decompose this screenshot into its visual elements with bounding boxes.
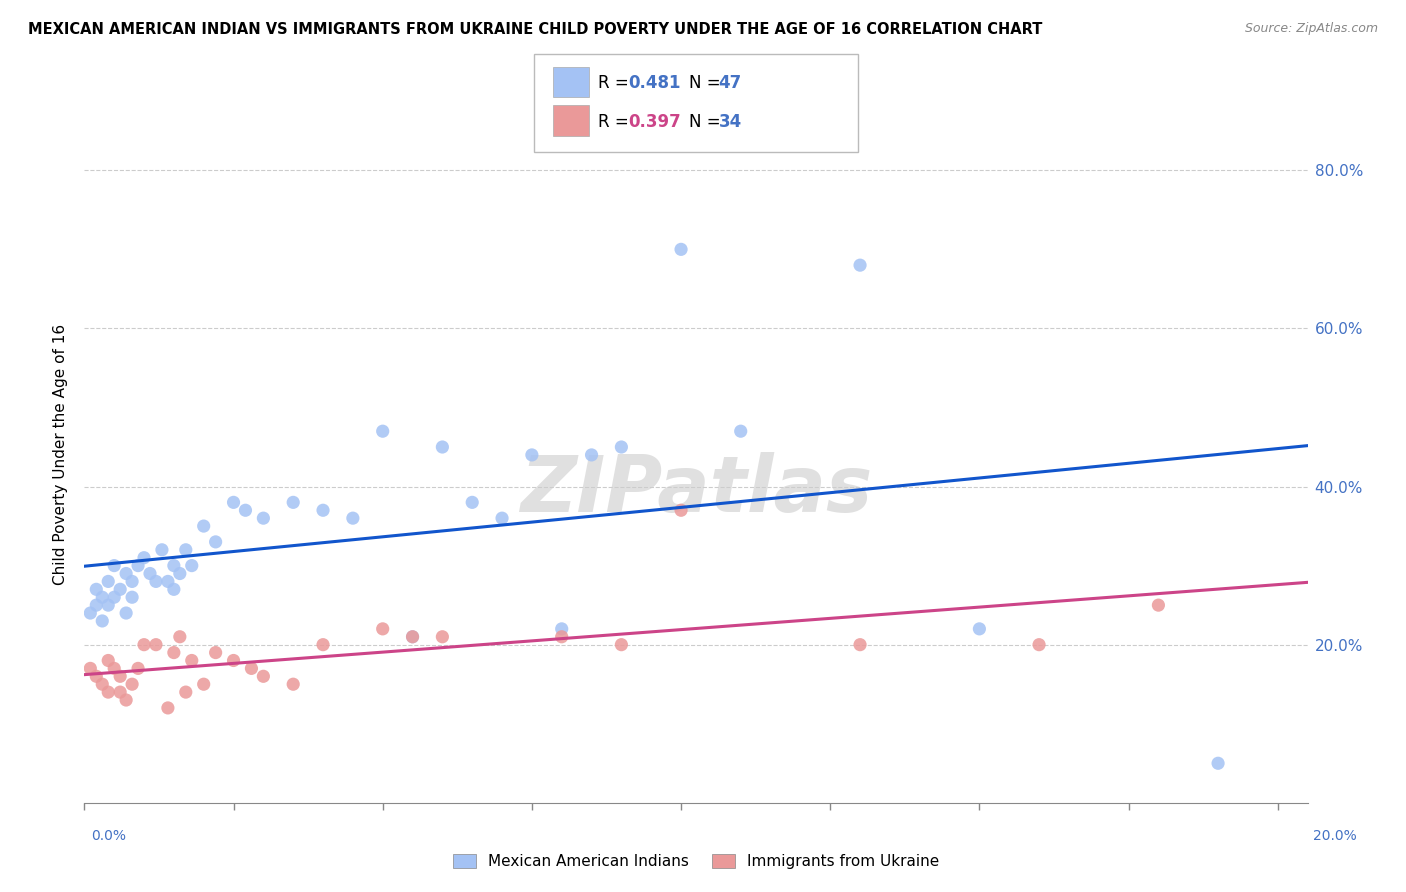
Point [669, 503, 692, 517]
Point [581, 448, 603, 462]
Point [103, 661, 125, 675]
Point [121, 574, 143, 589]
Point [849, 638, 872, 652]
Text: 0.397: 0.397 [628, 113, 682, 131]
Text: 0.481: 0.481 [628, 74, 681, 92]
Point [97, 653, 120, 667]
Point [156, 574, 179, 589]
Point [551, 622, 574, 636]
Point [174, 685, 197, 699]
Point [103, 591, 125, 605]
Point [432, 630, 454, 644]
Point [97, 574, 120, 589]
Point [432, 440, 454, 454]
Point [401, 630, 423, 644]
Point [121, 591, 143, 605]
Point [193, 519, 215, 533]
Text: MEXICAN AMERICAN INDIAN VS IMMIGRANTS FROM UKRAINE CHILD POVERTY UNDER THE AGE O: MEXICAN AMERICAN INDIAN VS IMMIGRANTS FR… [28, 22, 1042, 37]
Point [115, 693, 138, 707]
Point [97, 598, 120, 612]
Point [132, 550, 155, 565]
Point [520, 448, 543, 462]
Point [115, 606, 138, 620]
Text: 0.0%: 0.0% [91, 829, 127, 843]
Point [551, 630, 574, 644]
Point [252, 669, 274, 683]
Text: R =: R = [598, 74, 634, 92]
Point [145, 638, 167, 652]
Text: 47: 47 [718, 74, 742, 92]
Point [252, 511, 274, 525]
Y-axis label: Child Poverty Under the Age of 16: Child Poverty Under the Age of 16 [53, 325, 69, 585]
Point [127, 558, 149, 573]
Point [401, 630, 423, 644]
Text: Source: ZipAtlas.com: Source: ZipAtlas.com [1244, 22, 1378, 36]
Point [610, 638, 633, 652]
Point [204, 646, 226, 660]
Point [139, 566, 162, 581]
Point [461, 495, 484, 509]
Text: N =: N = [689, 74, 725, 92]
Point [1028, 638, 1050, 652]
Point [849, 258, 872, 272]
Point [84, 582, 107, 597]
Point [371, 622, 394, 636]
Point [97, 685, 120, 699]
Point [969, 622, 991, 636]
Point [669, 243, 692, 257]
Point [222, 653, 245, 667]
Point [283, 677, 305, 691]
Point [240, 661, 263, 675]
Point [222, 495, 245, 509]
Point [235, 503, 257, 517]
Text: ZIPatlas: ZIPatlas [520, 451, 872, 528]
Point [180, 653, 202, 667]
Point [145, 574, 167, 589]
Text: 20.0%: 20.0% [1313, 829, 1357, 843]
Point [312, 638, 335, 652]
Point [163, 646, 186, 660]
Point [132, 638, 155, 652]
Point [79, 661, 101, 675]
Point [371, 424, 394, 438]
Point [91, 677, 114, 691]
Point [180, 558, 202, 573]
Point [312, 503, 335, 517]
Point [610, 440, 633, 454]
Point [342, 511, 364, 525]
Text: R =: R = [598, 113, 634, 131]
Legend: Mexican American Indians, Immigrants from Ukraine: Mexican American Indians, Immigrants fro… [447, 848, 945, 875]
Point [1147, 598, 1170, 612]
Point [174, 542, 197, 557]
Point [156, 701, 179, 715]
Point [84, 598, 107, 612]
Point [103, 558, 125, 573]
Point [169, 566, 191, 581]
Point [84, 669, 107, 683]
Point [121, 677, 143, 691]
Text: N =: N = [689, 113, 725, 131]
Point [163, 582, 186, 597]
Point [193, 677, 215, 691]
Point [108, 669, 131, 683]
Point [108, 685, 131, 699]
Point [127, 661, 149, 675]
Point [283, 495, 305, 509]
Point [491, 511, 513, 525]
Text: 34: 34 [718, 113, 742, 131]
Point [163, 558, 186, 573]
Point [108, 582, 131, 597]
Point [1206, 756, 1229, 771]
Point [150, 542, 173, 557]
Point [730, 424, 752, 438]
Point [91, 591, 114, 605]
Point [91, 614, 114, 628]
Point [79, 606, 101, 620]
Point [169, 630, 191, 644]
Point [204, 534, 226, 549]
Point [115, 566, 138, 581]
